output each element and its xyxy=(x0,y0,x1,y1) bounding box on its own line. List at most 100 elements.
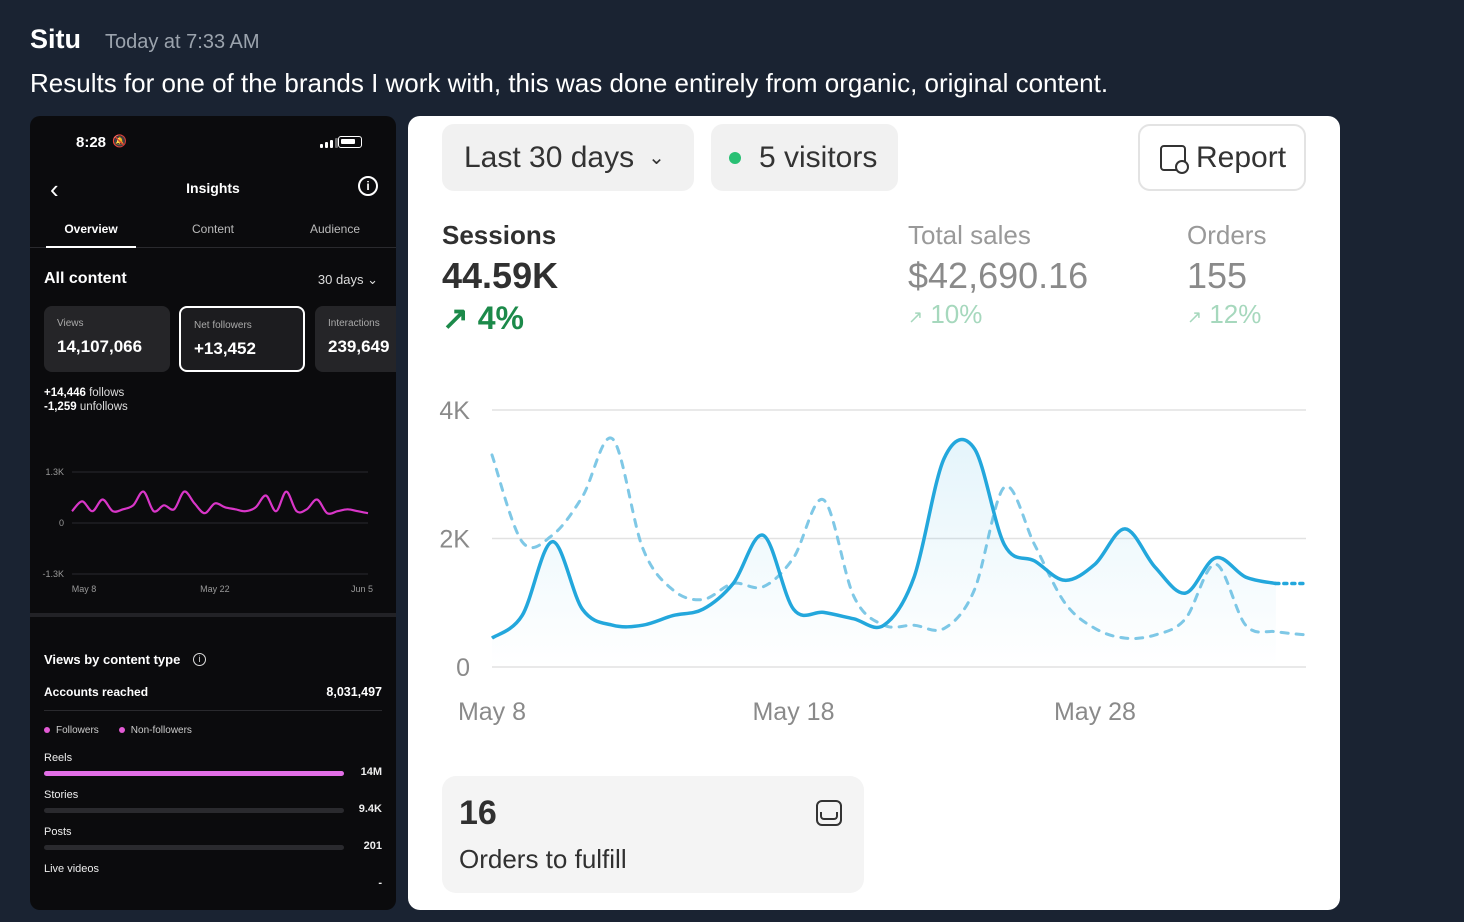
status-bar: 8:28 🔕 xyxy=(30,116,396,170)
y-tick-label: 2K xyxy=(439,526,470,554)
report-label: Report xyxy=(1196,140,1287,174)
metric-label: Sessions xyxy=(442,220,557,250)
shop-analytics-screenshot[interactable]: Last 30 days ⌄ 5 visitors Report Session… xyxy=(408,116,1340,910)
orders-metric[interactable]: Orders 155 ↗ 12% xyxy=(1187,220,1266,330)
y-tick-label: 0 xyxy=(456,654,470,682)
legend-label: Non-followers xyxy=(130,725,192,736)
unfollows-text: unfollows xyxy=(79,401,128,413)
section-title: All content xyxy=(44,270,127,287)
mute-icon: 🔕 xyxy=(112,134,127,148)
live-dot-icon xyxy=(729,151,741,164)
back-icon[interactable]: ‹ xyxy=(50,174,59,204)
change-value: 10% xyxy=(930,299,983,329)
follows-text: follows xyxy=(89,387,125,399)
follows-value: +14,446 xyxy=(44,387,86,399)
metric-label: Total sales xyxy=(908,220,1031,250)
chevron-down-icon: ⌄ xyxy=(367,272,378,287)
content-type-bar xyxy=(44,845,344,850)
card-label: Views xyxy=(57,318,84,329)
sessions-metric[interactable]: Sessions 44.59K ↗ 4% xyxy=(442,220,558,337)
y-tick-label: 1.3K xyxy=(45,467,64,477)
insights-tabs: Overview Content Audience xyxy=(30,216,396,248)
metric-change: ↗ 4% xyxy=(442,299,558,337)
content-type-label: Posts xyxy=(44,826,72,838)
arrow-up-right-icon: ↗ xyxy=(908,307,924,327)
content-type-label: Live videos xyxy=(44,863,100,875)
range-dropdown[interactable]: 30 days ⌄ xyxy=(318,272,378,288)
status-time: 8:28 xyxy=(76,134,107,151)
message-header: Situ Today at 7:33 AM xyxy=(30,24,260,55)
card-label: Interactions xyxy=(328,318,380,329)
net-followers-card[interactable]: Net followers +13,452 xyxy=(179,306,305,372)
fulfill-count: 16 xyxy=(459,794,497,832)
live-visitors-button[interactable]: 5 visitors xyxy=(711,124,898,191)
message-text: Results for one of the brands I work wit… xyxy=(30,68,1109,98)
content-type-bar-fill xyxy=(44,771,344,776)
section-divider xyxy=(30,613,396,617)
chevron-down-icon: ⌄ xyxy=(648,147,665,169)
metric-value: 155 xyxy=(1187,255,1248,296)
card-label: Net followers xyxy=(194,320,252,331)
net-followers-line xyxy=(71,490,369,515)
legend: Followers Non-followers xyxy=(44,725,192,736)
fulfill-label: Orders to fulfill xyxy=(459,844,627,874)
y-tick-label: 4K xyxy=(439,397,470,425)
accounts-reached-value: 8,031,497 xyxy=(326,685,382,699)
report-icon xyxy=(1160,144,1189,174)
arrow-up-right-icon: ↗ xyxy=(1187,307,1203,327)
x-tick-label: May 8 xyxy=(72,584,97,594)
net-followers-chart: 1.3K 0 -1.3K May 8 May 22 Jun 5 xyxy=(42,467,373,594)
range-label: 30 days xyxy=(317,272,364,287)
visitors-label: 5 visitors xyxy=(759,140,878,174)
interactions-card[interactable]: Interactions 239,649 xyxy=(315,306,396,372)
content-type-value: 201 xyxy=(363,840,382,852)
tab-content[interactable]: Content xyxy=(191,222,235,236)
accounts-reached-label: Accounts reached xyxy=(44,685,149,699)
total-sales-metric[interactable]: Total sales $42,690.16 ↗ 10% xyxy=(908,220,1088,330)
content-type-bar xyxy=(44,771,344,776)
x-tick-label: May 8 xyxy=(458,698,526,726)
legend-dot xyxy=(118,727,125,734)
change-value: 12% xyxy=(1209,299,1262,329)
y-tick-label: -1.3K xyxy=(42,569,64,579)
message-timestamp: Today at 7:33 AM xyxy=(105,31,260,53)
x-tick-label: May 22 xyxy=(200,584,230,594)
content-type-value: - xyxy=(378,877,382,889)
metric-change: ↗ 12% xyxy=(1187,299,1266,330)
change-value: 4% xyxy=(477,300,524,336)
views-card[interactable]: Views 14,107,066 xyxy=(44,306,170,372)
tab-audience[interactable]: Audience xyxy=(309,222,361,236)
inbox-icon xyxy=(816,800,842,826)
report-button[interactable]: Report xyxy=(1138,124,1306,191)
date-range-button[interactable]: Last 30 days ⌄ xyxy=(442,124,694,191)
card-value: +13,452 xyxy=(194,339,256,358)
views-by-type-title: Views by content type xyxy=(44,652,181,667)
page-title: Insights xyxy=(186,180,240,196)
tab-overview[interactable]: Overview xyxy=(30,216,152,248)
info-icon[interactable]: i xyxy=(193,653,206,666)
card-value: 14,107,066 xyxy=(57,337,143,356)
x-tick-label: May 28 xyxy=(1054,698,1136,726)
x-tick-label: May 18 xyxy=(752,698,834,726)
follows-breakdown: +14,446 follows -1,259 unfollows xyxy=(44,386,128,414)
nav-bar: ‹ Insights i xyxy=(30,170,396,210)
metric-value: $42,690.16 xyxy=(908,255,1089,296)
info-icon[interactable]: i xyxy=(358,176,378,196)
legend-dot xyxy=(44,727,50,734)
date-range-label: Last 30 days xyxy=(464,140,635,174)
sessions-line xyxy=(490,437,1277,640)
author-name[interactable]: Situ xyxy=(30,24,81,54)
y-tick-label: 0 xyxy=(59,518,64,528)
instagram-insights-screenshot[interactable]: 8:28 🔕 ‹ Insights i Overview Content Aud… xyxy=(30,116,396,910)
orders-to-fulfill-card[interactable]: 16 Orders to fulfill xyxy=(442,776,864,893)
signal-icon xyxy=(320,138,338,148)
content-type-value: 14M xyxy=(360,766,382,778)
x-tick-label: Jun 5 xyxy=(351,584,373,594)
metric-change: ↗ 10% xyxy=(908,299,1088,330)
legend-label: Followers xyxy=(56,725,99,736)
content-type-value: 9.4K xyxy=(358,803,382,815)
unfollows-value: -1,259 xyxy=(44,401,77,413)
arrow-up-right-icon: ↗ xyxy=(442,300,469,336)
content-type-label: Stories xyxy=(44,789,79,801)
battery-icon xyxy=(338,136,362,148)
